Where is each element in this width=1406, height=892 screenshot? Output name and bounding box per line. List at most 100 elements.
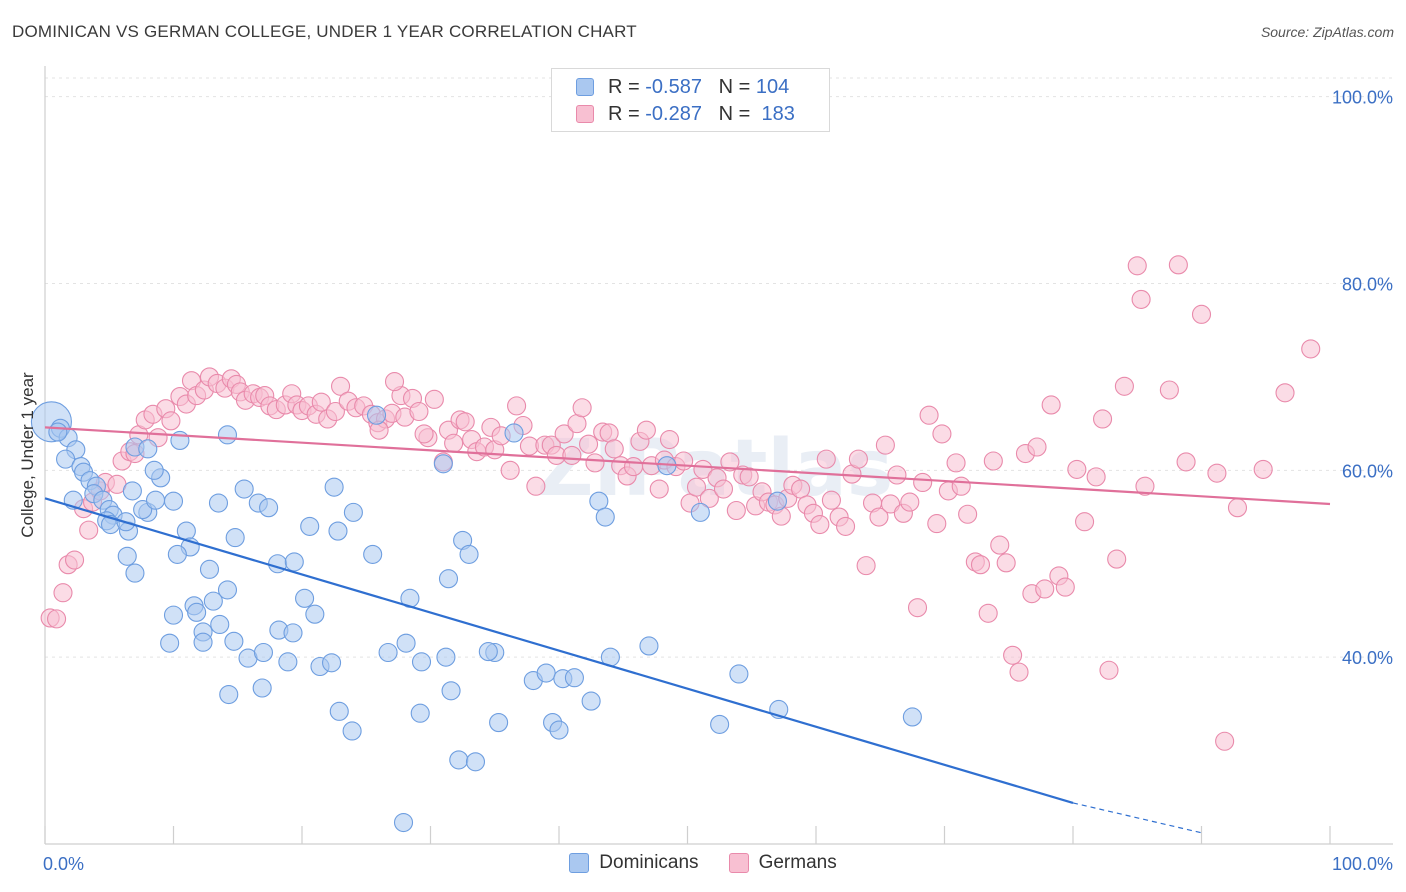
series-label-dominicans: Dominicans <box>599 852 699 873</box>
germans-point <box>919 405 939 425</box>
germans-point <box>810 514 830 535</box>
germans-point <box>562 445 582 465</box>
germans-point <box>65 550 85 570</box>
dominicans-point <box>199 559 220 579</box>
dominicans-point <box>225 528 245 548</box>
germans-point <box>1027 437 1047 457</box>
germans-point <box>927 514 947 534</box>
germans-point <box>951 476 971 496</box>
x-tick-label: 0.0% <box>43 854 84 874</box>
germans-point <box>1041 395 1061 415</box>
trend-lines <box>44 426 1331 834</box>
germans-point <box>567 414 587 434</box>
germans-point <box>1176 452 1196 472</box>
chart-source: Source: ZipAtlas.com <box>1260 24 1394 40</box>
dominicans-point <box>160 633 180 653</box>
dominicans-point <box>366 405 387 425</box>
dominicans-point <box>138 439 158 459</box>
germans-point <box>659 429 680 450</box>
dominicans-point <box>328 521 348 541</box>
axes <box>44 66 1393 845</box>
dominicans-point <box>217 580 238 600</box>
germans-point <box>384 372 405 392</box>
germans-point <box>848 449 868 469</box>
dominicans-point <box>324 477 344 497</box>
germans-point <box>739 467 759 487</box>
germans-point <box>53 583 73 603</box>
germans-point <box>990 535 1010 555</box>
germans-point <box>720 452 740 472</box>
dominicans-point <box>56 449 76 469</box>
grid-lines <box>45 77 1393 658</box>
germans-point <box>1227 498 1248 518</box>
legend-r-label: R = <box>608 102 640 125</box>
germans-point <box>821 490 841 510</box>
dominicans-point <box>363 544 383 564</box>
germans-point <box>880 494 901 514</box>
dominicans-trend-extension <box>1072 802 1202 834</box>
germans-point <box>1131 289 1151 309</box>
germans-point <box>1099 660 1119 680</box>
germans-point <box>875 435 895 455</box>
germans-point <box>1275 383 1295 403</box>
dominicans-point <box>710 714 730 734</box>
germans-point <box>1191 304 1212 324</box>
series-legend-germans[interactable]: Germans <box>728 852 837 874</box>
dominicans-point <box>305 604 325 624</box>
dominicans-point <box>441 681 461 701</box>
germans-trend-line <box>44 426 1331 506</box>
germans-point <box>978 603 998 623</box>
germans-point <box>1207 463 1227 483</box>
y-axis-label: College, Under 1 year <box>18 372 37 538</box>
germans-point <box>726 500 746 521</box>
series-legend-dominicans[interactable]: Dominicans <box>569 852 699 874</box>
germans-point <box>455 412 475 432</box>
y-tick-label: 80.0% <box>1342 275 1393 295</box>
germans-point <box>330 376 351 396</box>
dominicans-point <box>343 502 363 522</box>
germans-point <box>649 479 669 499</box>
dominicans-point <box>410 703 430 723</box>
dominicans-point <box>133 500 153 520</box>
germans-point <box>325 401 345 422</box>
dominicans-point <box>278 652 298 672</box>
correlation-legend: R = -0.587 N = 104 R = -0.287 N = 183 <box>551 68 830 132</box>
germans-point <box>856 556 876 576</box>
germans-point <box>900 492 920 512</box>
germans-point <box>311 392 331 412</box>
germans-point <box>424 389 444 409</box>
series-swatch-dominicans <box>569 853 590 873</box>
germans-point <box>836 516 856 536</box>
dominicans-point <box>300 516 320 536</box>
x-tick-label: 100.0% <box>1332 854 1393 874</box>
series-swatch-germans <box>728 853 749 873</box>
germans-point <box>1067 459 1087 479</box>
germans-point <box>816 449 836 469</box>
dominicans-point <box>581 691 601 711</box>
germans-point <box>444 433 464 453</box>
germans-point <box>932 424 952 444</box>
germans-point <box>1075 512 1095 532</box>
y-tick-label: 100.0% <box>1332 88 1393 108</box>
germans-point <box>1159 380 1179 400</box>
dominicans-point <box>690 502 710 522</box>
germans-point <box>1301 339 1321 359</box>
legend-n-value: 104 <box>755 75 790 98</box>
germans-point <box>1114 376 1134 396</box>
dominicans-point <box>252 678 272 698</box>
legend-n-value: 183 <box>761 102 795 125</box>
dominicans-point <box>536 663 556 683</box>
dominicans-trend-line <box>44 497 1074 804</box>
germans-point <box>599 423 619 443</box>
series-label-germans: Germans <box>758 852 837 873</box>
germans-point <box>686 477 707 497</box>
germans-point <box>674 451 694 471</box>
germans-point <box>636 420 656 440</box>
dominicans-point <box>411 652 432 672</box>
dominicans-point <box>322 653 342 673</box>
germans-point <box>913 472 933 493</box>
legend-row-dominicans: R = -0.587 N = 104 <box>576 75 789 99</box>
dominicans-point <box>549 720 569 740</box>
dominicans-point <box>729 664 749 684</box>
